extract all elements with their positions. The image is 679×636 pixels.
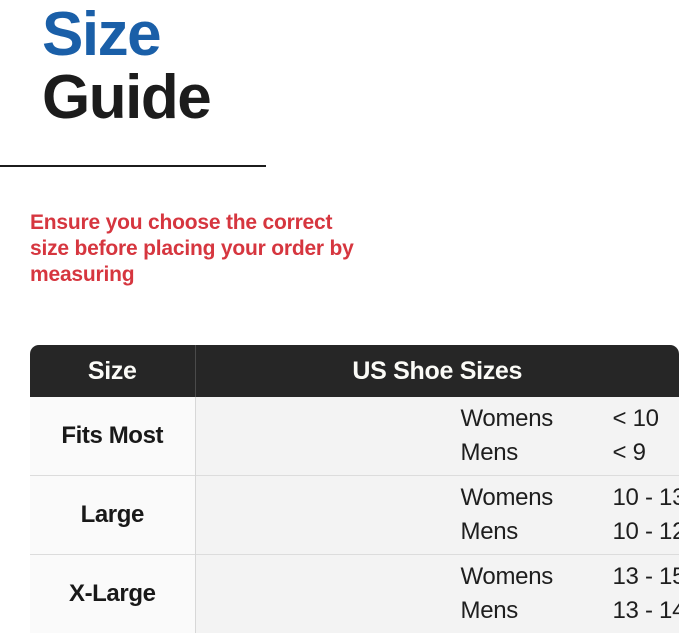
size-guide-table: Size US Shoe Sizes Fits Most Womens < 10…	[30, 345, 679, 633]
value-grid: Womens < 10 Mens < 9	[461, 403, 679, 469]
row-values-large: Womens 10 - 13 Mens 10 - 12	[195, 475, 679, 555]
column-header-us-shoe-sizes: US Shoe Sizes	[195, 345, 679, 397]
row-values-fits-most: Womens < 10 Mens < 9	[195, 397, 679, 476]
page-title: Size Guide	[0, 0, 679, 132]
column-header-size: Size	[30, 345, 196, 397]
instruction-text: Ensure you choose the correct size befor…	[30, 211, 354, 286]
size-value: 13 - 14	[612, 597, 679, 624]
row-label-x-large: X-Large	[30, 554, 196, 633]
page-title-line-guide: Guide	[42, 63, 212, 132]
row-label-large: Large	[30, 475, 196, 555]
row-values-x-large: Womens 13 - 15 Mens 13 - 14	[195, 554, 679, 633]
value-grid: Womens 10 - 13 Mens 10 - 12	[461, 482, 679, 548]
page-heading: Size Guide	[0, 0, 679, 167]
table-header: Size US Shoe Sizes	[30, 345, 679, 397]
size-value: < 10	[612, 405, 659, 432]
table-row: Fits Most Womens < 10 Mens < 9	[30, 397, 679, 476]
title-divider	[0, 165, 266, 167]
gender-label: Womens	[460, 484, 554, 511]
table-body: Fits Most Womens < 10 Mens < 9 Large Wom…	[30, 397, 679, 633]
value-grid: Womens 13 - 15 Mens 13 - 14	[461, 561, 679, 627]
size-value: < 9	[612, 439, 646, 466]
row-label-fits-most: Fits Most	[30, 397, 196, 476]
table-row: Large Womens 10 - 13 Mens 10 - 12	[30, 475, 679, 555]
gender-label: Womens	[460, 563, 554, 590]
gender-label: Womens	[460, 405, 554, 432]
size-value: 10 - 13	[612, 484, 679, 511]
gender-label: Mens	[460, 518, 519, 545]
table-header-row: Size US Shoe Sizes	[30, 345, 679, 397]
table-row: X-Large Womens 13 - 15 Mens 13 - 14	[30, 554, 679, 633]
size-value: 10 - 12	[612, 518, 679, 545]
size-value: 13 - 15	[612, 563, 679, 590]
gender-label: Mens	[460, 597, 519, 624]
page-title-line-size: Size	[42, 0, 162, 69]
gender-label: Mens	[460, 439, 519, 466]
